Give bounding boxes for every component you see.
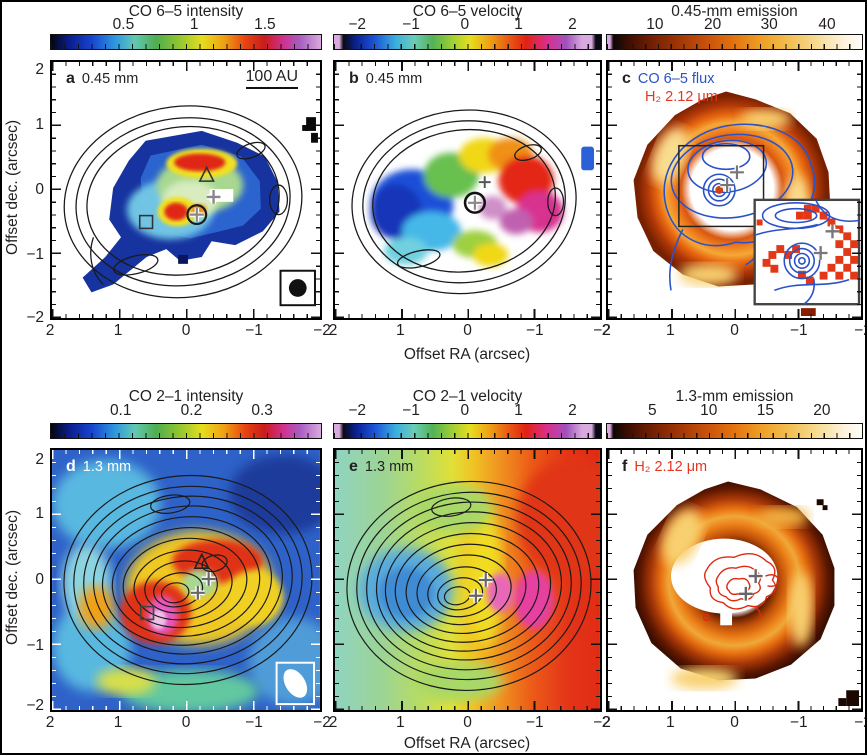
colorbar-title-e: CO 2–1 velocity [412,388,523,405]
panel-a-map [63,105,318,307]
panel-e-map [335,450,600,710]
xticks-d: 2 1 0 −1 −2 [45,714,331,731]
x-axis-label-top: Offset RA (arcsec) [403,346,531,363]
panel-d-co21-intensity: d 1.3 mm [50,448,322,712]
square-marker [138,214,154,230]
colorbar-f [606,423,863,439]
inset-plus-markers [813,224,840,260]
panel-b-map [351,109,595,295]
panel-a-label: a 0.45 mm [66,70,139,87]
colorbar-title-d: CO 2–1 intensity [128,388,244,405]
y-axis-label-bottom: Offset dec. (arcsec) [4,510,21,645]
inset-h2-co [753,198,861,306]
circled-plus-marker [463,191,487,214]
circled-plus-marker [186,204,208,226]
dust-ring [633,481,835,690]
colorbar-ticks-a: 0.5 1 1.5 [112,16,276,33]
square-marker [139,605,155,621]
colorbar-a [50,34,322,50]
triangle-marker [198,165,215,182]
plus-marker [478,176,491,189]
panel-b-co65-velocity: b 0.45 mm [333,60,602,320]
colorbar-ticks-f: 5 10 15 20 [647,402,831,419]
colorbar-ticks-d: 0.1 0.2 0.3 [109,402,273,419]
panel-d-map [52,450,320,710]
xticks-b: 2 1 0 −1 −2 [328,322,611,339]
panel-f-map [633,481,860,707]
continuum-contours [63,105,303,299]
panel-e-co21-velocity: e 1.3 mm [333,448,602,712]
colorbar-title-a: CO 6–5 intensity [128,3,244,20]
panel-f-13mm-emission: f H₂ 2.12 μm [606,448,863,712]
legend-h2-f: H₂ 2.12 μm [634,459,708,475]
edge-specks [302,117,318,143]
colorbar-c [606,34,863,50]
beam-box [279,269,316,307]
colorbar-ticks-c: 10 20 30 40 [646,16,836,33]
plus-markers [468,573,493,603]
plus-marker [206,190,221,204]
panel-c-map [633,91,861,317]
zoom-box [678,144,765,228]
panel-e-label: e 1.3 mm [349,458,414,475]
colorbar-b [333,34,602,50]
legend-h2: H₂ 2.12 μm [645,89,718,105]
colorbar-title-f: 1.3-mm emission [675,388,794,405]
co-emission-blob [82,130,280,293]
xticks-f: 210−1−2 [601,714,865,731]
legend-co-flux: CO 6–5 flux [637,71,715,87]
continuum-contours [351,109,577,295]
y-axis-label-top: Offset dec. (arcsec) [4,120,21,255]
h2-spot [715,186,724,194]
bottom-speck [800,308,816,317]
xticks-c: 210−1−2 [601,322,865,339]
panel-a-co65-intensity: a 0.45 mm 100 AU [50,60,322,320]
colorbar-title-c: 0.45-mm emission [671,3,798,20]
triangle-marker [193,552,210,569]
colorbar-d [50,423,322,439]
mm-contours [346,480,592,691]
beam-ellipse [283,669,308,698]
panel-d-label: d 1.3 mm [66,458,132,475]
plus-markers [738,569,763,601]
beam-circle [288,279,307,297]
colorbar-title-b: CO 6–5 velocity [412,3,523,20]
panel-f-label: f H₂ 2.12 μm [622,458,708,475]
edge-speck [581,146,595,171]
colorbar-e [333,423,602,439]
colorbar-ticks-e: −2 −1 0 1 2 [348,402,577,419]
xticks-a: 2 1 0 −1 −2 [45,322,331,339]
plus-markers [720,165,744,192]
plus-markers [190,572,216,600]
panel-b-label: b 0.45 mm [349,70,423,87]
panel-c-045mm-emission: c CO 6–5 flux H₂ 2.12 μm [606,60,863,320]
velocity-patches [370,137,564,267]
colorbar-ticks-b: −2 −1 0 1 2 [348,16,577,33]
scale-bar: 100 AU [245,68,298,89]
panel-c-label: c CO 6–5 flux H₂ 2.12 μm [622,70,718,105]
x-axis-label-bottom: Offset RA (arcsec) [403,735,531,752]
inset-co-contours [754,199,860,305]
xticks-e: 2 1 0 −1 −2 [328,714,611,731]
